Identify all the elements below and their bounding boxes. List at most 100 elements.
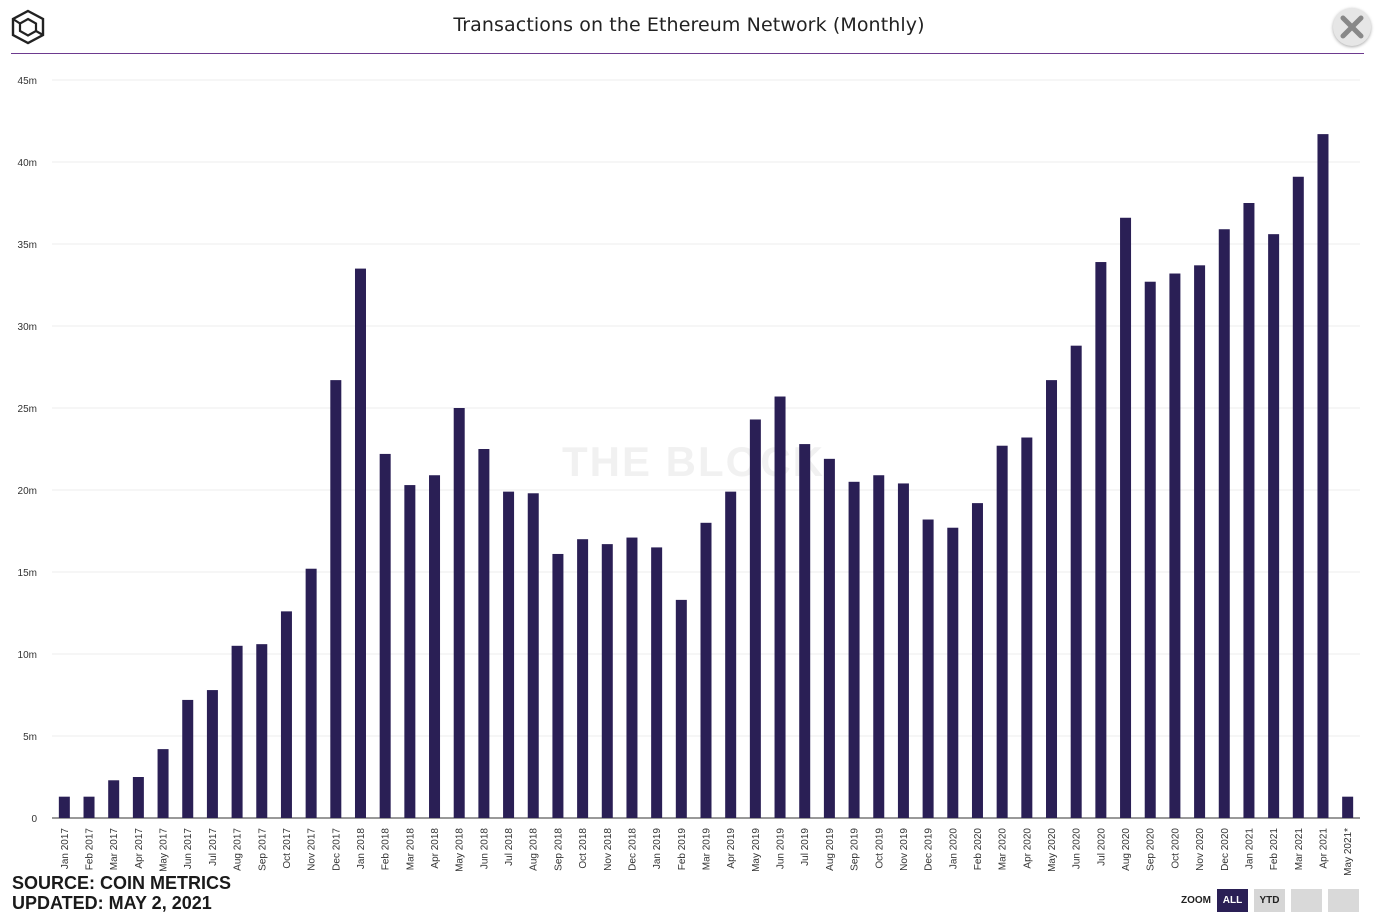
header-divider — [11, 53, 1364, 54]
x-tick-label: Feb 2017 — [85, 828, 96, 871]
bar[interactable] — [651, 547, 663, 818]
zoom-button-4[interactable] — [1328, 889, 1359, 912]
x-tick-label: Apr 2017 — [134, 828, 145, 869]
x-tick-label: Jan 2020 — [948, 828, 959, 870]
x-tick-label: Sep 2020 — [1146, 828, 1157, 871]
bar[interactable] — [354, 268, 366, 819]
x-tick-label: Sep 2018 — [553, 828, 564, 871]
bar[interactable] — [749, 419, 761, 818]
bar[interactable] — [1046, 380, 1058, 818]
x-tick-label: Mar 2020 — [998, 828, 1009, 871]
x-tick-label: Jul 2017 — [208, 828, 219, 866]
x-tick-label: Feb 2021 — [1269, 828, 1280, 871]
x-tick-label: Nov 2018 — [603, 828, 614, 871]
bar[interactable] — [774, 396, 786, 818]
x-tick-label: May 2017 — [159, 828, 170, 872]
bar[interactable] — [1218, 229, 1230, 819]
bar[interactable] — [206, 690, 218, 818]
bar[interactable] — [971, 503, 983, 818]
bar[interactable] — [256, 644, 268, 818]
bar[interactable] — [848, 481, 860, 818]
bar-chart: 0 5m 10m 15m 20m 25m 30m 35m 40m 45m Jan 2017 Feb 2… — [18, 76, 1360, 876]
bar[interactable] — [799, 444, 811, 818]
bar[interactable] — [83, 796, 95, 818]
zoom-all-button[interactable]: ALL — [1217, 889, 1248, 912]
bar[interactable] — [108, 780, 120, 818]
bar[interactable] — [1243, 203, 1255, 818]
bar[interactable] — [1144, 281, 1156, 819]
chart-header: Transactions on the Ethereum Network (Mo… — [0, 0, 1378, 56]
x-tick-label: Jun 2019 — [776, 828, 787, 870]
bar[interactable] — [725, 491, 737, 818]
bar[interactable] — [552, 553, 564, 818]
y-tick-label: 5m — [23, 732, 37, 743]
bar[interactable] — [503, 491, 515, 818]
chart-title: Transactions on the Ethereum Network (Mo… — [453, 14, 925, 36]
bar[interactable] — [330, 380, 342, 818]
x-tick-label: Jan 2019 — [652, 828, 663, 870]
bar[interactable] — [182, 699, 194, 818]
bar[interactable] — [1120, 217, 1132, 818]
bar[interactable] — [1342, 796, 1354, 818]
source-note: SOURCE: COIN METRICS UPDATED: MAY 2, 202… — [12, 873, 231, 913]
x-tick-label: Jun 2020 — [1072, 828, 1083, 870]
close-icon — [1340, 15, 1364, 39]
bar[interactable] — [305, 568, 317, 818]
bar[interactable] — [1317, 134, 1329, 818]
x-tick-label: Jan 2017 — [60, 828, 71, 870]
y-tick-label: 15m — [18, 568, 37, 579]
bar[interactable] — [527, 493, 539, 818]
x-tick-label: Dec 2019 — [924, 828, 935, 871]
bar[interactable] — [1268, 234, 1280, 818]
bar[interactable] — [675, 599, 687, 818]
bar[interactable] — [379, 453, 391, 818]
bar[interactable] — [577, 539, 589, 818]
x-tick-label: Aug 2017 — [233, 828, 244, 871]
x-tick-label: Jan 2021 — [1244, 828, 1255, 870]
bar[interactable] — [700, 522, 712, 818]
x-tick-label: Sep 2017 — [257, 828, 268, 871]
bar[interactable] — [626, 537, 638, 818]
close-button[interactable] — [1333, 8, 1371, 46]
bar[interactable] — [429, 475, 441, 818]
bar[interactable] — [231, 645, 243, 818]
x-tick-label: May 2021* — [1343, 828, 1354, 876]
x-tick-label: Dec 2018 — [627, 828, 638, 871]
bar[interactable] — [922, 519, 934, 818]
bar[interactable] — [1021, 437, 1033, 818]
bar[interactable] — [1095, 262, 1107, 818]
updated-text: UPDATED: MAY 2, 2021 — [12, 893, 212, 913]
x-tick-label: Aug 2020 — [1121, 828, 1132, 871]
bar[interactable] — [478, 449, 490, 818]
x-tick-label: Jul 2018 — [504, 828, 515, 866]
bar[interactable] — [132, 777, 144, 818]
x-tick-label: Jul 2019 — [800, 828, 811, 866]
bar[interactable] — [1169, 273, 1181, 818]
bar[interactable] — [404, 485, 416, 818]
bar[interactable] — [280, 611, 292, 818]
bar[interactable] — [157, 749, 169, 818]
y-tick-label: 45m — [18, 76, 37, 87]
x-tick-label: Mar 2019 — [702, 828, 713, 871]
x-tick-label: Nov 2017 — [307, 828, 318, 871]
y-tick-label: 25m — [18, 404, 37, 415]
bar[interactable] — [873, 475, 885, 818]
bar[interactable] — [453, 408, 465, 818]
x-tick-label: Apr 2018 — [430, 828, 441, 869]
bar[interactable] — [58, 796, 70, 818]
bar[interactable] — [601, 544, 613, 818]
x-tick-label: May 2018 — [455, 828, 466, 872]
y-tick-label: 35m — [18, 240, 37, 251]
the-block-cube-logo-icon — [11, 9, 45, 45]
x-tick-label: Feb 2020 — [973, 828, 984, 871]
bar[interactable] — [1194, 265, 1206, 818]
bar[interactable] — [947, 527, 959, 818]
bar[interactable] — [897, 483, 909, 818]
bar[interactable] — [1070, 345, 1082, 818]
bar[interactable] — [996, 445, 1008, 818]
bar[interactable] — [1292, 176, 1304, 818]
bar[interactable] — [823, 458, 835, 818]
zoom-button-3[interactable] — [1291, 889, 1322, 912]
zoom-ytd-button[interactable]: YTD — [1254, 889, 1285, 912]
x-tick-label: Apr 2019 — [726, 828, 737, 869]
